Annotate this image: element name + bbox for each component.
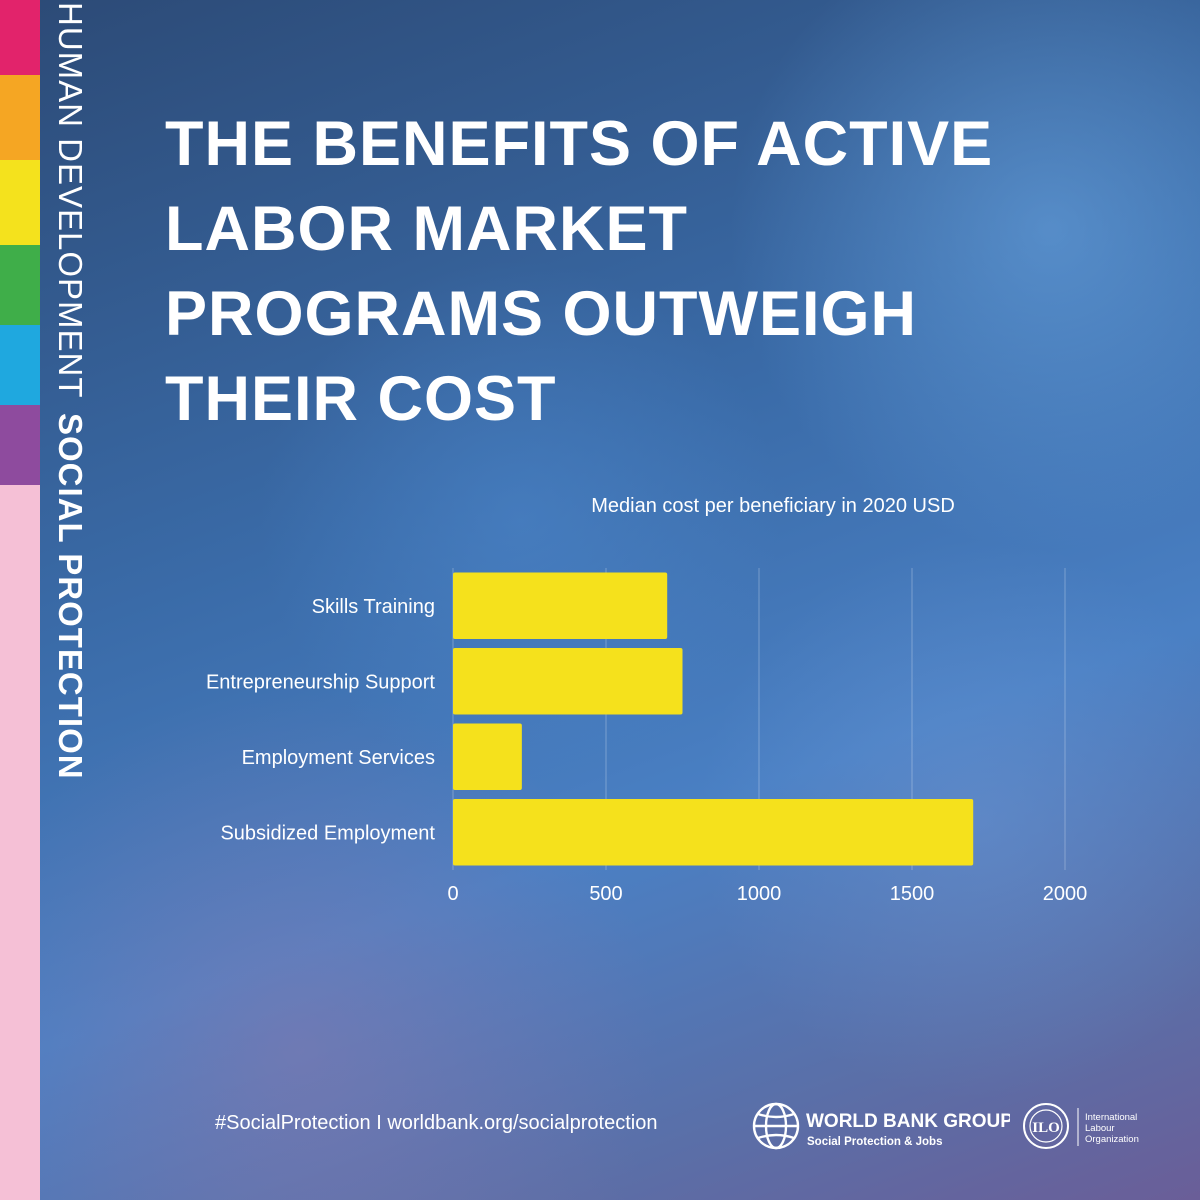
wbg-subtitle: Social Protection & Jobs (807, 1136, 942, 1148)
ilo-emblem-icon: ILO (1023, 1103, 1069, 1149)
strip-band-orange (0, 75, 40, 160)
category-label: Entrepreneurship Support (206, 671, 435, 693)
x-tick-label: 1500 (890, 883, 935, 905)
chart-category-labels: Skills Training Entrepreneurship Support E… (206, 596, 435, 845)
category-label: Employment Services (242, 747, 435, 769)
category-label: Subsidized Employment (220, 822, 435, 844)
ilo-logo: ILO International Labour Organization (1023, 1103, 1139, 1149)
sidebar-label-social-protection: SOCIAL PROTECTION (52, 412, 89, 780)
sidebar-vertical-label: HUMAN DEVELOPMENT SOCIAL PROTECTION (48, 2, 92, 922)
footer-hashtag-link[interactable]: #SocialProtection I worldbank.org/social… (215, 1112, 658, 1134)
bar-chart: Median cost per beneficiary in 2020 USD … (206, 495, 1087, 905)
sidebar-label-human-development: HUMAN DEVELOPMENT (52, 2, 89, 399)
headline-line: LABOR MARKET (165, 194, 688, 264)
bar (453, 572, 668, 639)
x-tick-label: 2000 (1043, 883, 1088, 905)
category-label: Skills Training (312, 596, 435, 618)
x-tick-label: 500 (589, 883, 622, 905)
x-tick-label: 1000 (737, 883, 782, 905)
bar (453, 648, 683, 715)
strip-band-magenta (0, 0, 40, 75)
bar (453, 799, 974, 866)
strip-band-yellow (0, 160, 40, 245)
strip-band-purple (0, 405, 40, 485)
chart-title: Median cost per beneficiary in 2020 USD (591, 495, 955, 517)
headline-line: THE BENEFITS OF ACTIVE (165, 109, 994, 179)
x-tick-label: 0 (447, 883, 458, 905)
strip-band-cyan (0, 325, 40, 405)
strip-band-green (0, 245, 40, 325)
headline: THE BENEFITS OF ACTIVE LABOR MARKET PROG… (165, 102, 1065, 442)
chart-tick-labels: 0 500 1000 1500 2000 (447, 883, 1087, 905)
ilo-name-line: Labour (1085, 1123, 1115, 1134)
ilo-name-line: International (1085, 1112, 1137, 1123)
bar (453, 723, 522, 790)
wbg-name: WORLD BANK GROUP (806, 1111, 1010, 1132)
world-bank-group-logo: WORLD BANK GROUP Social Protection & Job… (752, 1102, 1010, 1150)
headline-line: THEIR COST (165, 364, 557, 434)
color-strip (0, 0, 40, 1200)
strip-band-pink (0, 485, 40, 1200)
headline-line: PROGRAMS OUTWEIGH (165, 279, 917, 349)
chart-bars (453, 572, 974, 866)
ilo-emblem-letters: ILO (1032, 1120, 1060, 1136)
globe-icon (752, 1102, 800, 1150)
ilo-name-line: Organization (1085, 1134, 1139, 1145)
